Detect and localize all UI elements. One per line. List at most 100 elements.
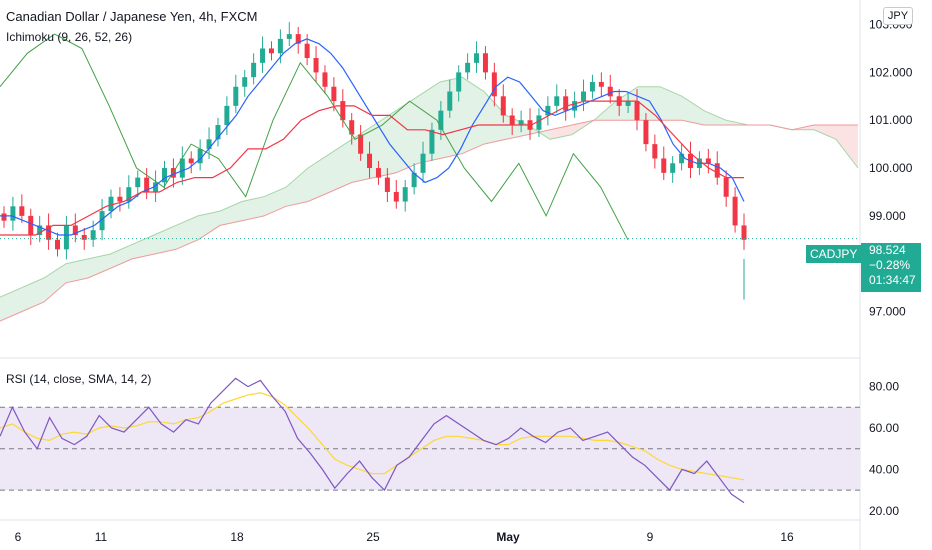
candle-body bbox=[465, 62, 471, 73]
symbol-price-tag: CADJPY bbox=[806, 245, 862, 263]
candle-body bbox=[99, 211, 105, 231]
candle-body bbox=[367, 153, 373, 169]
candle-body bbox=[135, 177, 141, 188]
lagging-span bbox=[0, 33, 629, 241]
last-price-box: 98.524 −0.28% 01:34:47 bbox=[861, 243, 921, 292]
candle-body bbox=[598, 81, 604, 87]
candle-body bbox=[482, 53, 488, 73]
candle-body bbox=[108, 196, 114, 212]
candle-body bbox=[90, 230, 96, 240]
price-change: −0.28% bbox=[869, 258, 911, 272]
candle-body bbox=[313, 58, 319, 73]
candle-body bbox=[402, 187, 408, 202]
rsi-tick-label: 20.00 bbox=[869, 504, 899, 518]
candle-body bbox=[28, 215, 34, 235]
cloud-segment bbox=[836, 125, 858, 169]
cloud-segment bbox=[308, 153, 330, 202]
candle-body bbox=[652, 144, 658, 159]
candle-body bbox=[19, 206, 25, 216]
time-tick-label: 25 bbox=[366, 530, 380, 544]
candle-body bbox=[322, 72, 328, 87]
candle-body bbox=[161, 168, 167, 183]
price-tick-label: 100.000 bbox=[869, 161, 913, 175]
candle-body bbox=[554, 96, 560, 106]
candle-body bbox=[358, 134, 364, 154]
candle-body bbox=[81, 235, 87, 240]
price-tick-label: 101.000 bbox=[869, 113, 913, 127]
cloud-segment bbox=[682, 96, 704, 125]
cloud-segment bbox=[220, 201, 242, 226]
candle-body bbox=[375, 168, 381, 178]
price-tick-label: 102.000 bbox=[869, 65, 913, 79]
candle-body bbox=[509, 115, 515, 125]
cloud-segment bbox=[198, 211, 220, 240]
cloud-segment bbox=[484, 91, 506, 145]
candle-body bbox=[589, 81, 595, 92]
candle-body bbox=[456, 72, 462, 92]
candle-body bbox=[670, 163, 676, 173]
time-tick-label: May bbox=[496, 530, 520, 544]
candle-body bbox=[536, 115, 542, 130]
candle-body bbox=[411, 172, 417, 188]
candle-body bbox=[563, 96, 569, 111]
cloud-segment bbox=[44, 263, 66, 302]
rsi-panel bbox=[0, 377, 860, 504]
candle-body bbox=[295, 34, 301, 44]
cloud-segment bbox=[704, 110, 726, 125]
kijun-line bbox=[0, 100, 744, 236]
symbol-title[interactable]: Canadian Dollar / Japanese Yen, 4h, FXCM bbox=[6, 9, 258, 24]
candle-body bbox=[242, 77, 248, 87]
ichimoku-legend[interactable]: Ichimoku (9, 26, 52, 26) bbox=[6, 30, 133, 44]
price-tick-label: 99.000 bbox=[869, 209, 906, 223]
cloud-segment bbox=[462, 77, 484, 154]
candle-body bbox=[277, 38, 283, 54]
candle-body bbox=[304, 43, 310, 59]
cloud-segment bbox=[330, 139, 352, 192]
candle-body bbox=[331, 86, 337, 102]
candle-body bbox=[251, 62, 257, 78]
candle-body bbox=[438, 110, 444, 130]
rsi-ma-line bbox=[0, 392, 745, 481]
rsi-line bbox=[0, 377, 745, 504]
candle-body bbox=[153, 182, 159, 192]
rsi-tick-label: 40.00 bbox=[869, 462, 899, 476]
candle-body bbox=[1, 213, 7, 221]
candle-body bbox=[10, 206, 16, 221]
cloud-segment bbox=[132, 235, 154, 259]
candle-body bbox=[72, 225, 78, 235]
candle-body bbox=[117, 196, 123, 202]
cloud-segment bbox=[396, 96, 418, 173]
candle-body bbox=[500, 96, 506, 116]
candle-body bbox=[54, 239, 60, 250]
time-tick-label: 16 bbox=[780, 530, 794, 544]
candle-body bbox=[723, 177, 729, 197]
cloud-segment bbox=[638, 86, 660, 121]
cloud-segment bbox=[88, 254, 110, 279]
candle-body bbox=[679, 153, 685, 164]
candle-body bbox=[447, 91, 453, 111]
candle-body bbox=[429, 129, 435, 154]
rsi-band-fill bbox=[0, 407, 860, 491]
candle-body bbox=[518, 120, 524, 125]
candle-body bbox=[349, 120, 355, 135]
currency-unit-button[interactable]: JPY bbox=[883, 7, 913, 25]
cloud-segment bbox=[374, 110, 396, 178]
candle-body bbox=[188, 158, 194, 164]
time-tick-label: 11 bbox=[95, 530, 108, 544]
candle-body bbox=[634, 101, 640, 121]
candle-body bbox=[661, 158, 667, 173]
candle-body bbox=[741, 225, 747, 240]
candle-body bbox=[581, 91, 587, 102]
candle-body bbox=[732, 196, 738, 226]
candle-body bbox=[46, 225, 52, 240]
cloud-segment bbox=[440, 77, 462, 159]
indicator-lines bbox=[0, 33, 860, 241]
candle-body bbox=[233, 86, 239, 106]
rsi-tick-label: 60.00 bbox=[869, 421, 899, 435]
candle-body bbox=[224, 105, 230, 125]
candle-body bbox=[705, 158, 711, 164]
cloud-segment bbox=[22, 278, 44, 312]
rsi-legend[interactable]: RSI (14, close, SMA, 14, 2) bbox=[6, 372, 152, 386]
candle-body bbox=[572, 101, 578, 111]
